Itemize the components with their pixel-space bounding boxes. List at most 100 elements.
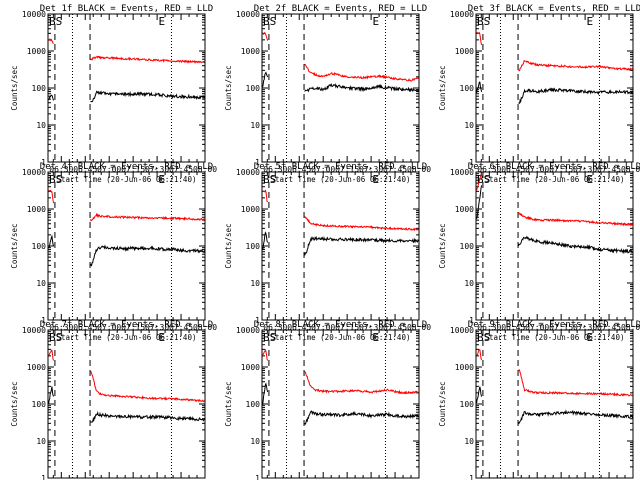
bs-marker-label: BS [49,331,62,344]
y-tick-label: 10 [36,279,46,288]
y-tick-label: 1 [469,316,474,325]
x-tick-label: 07:00 [311,165,335,174]
y-tick-label: 100 [460,400,475,409]
x-tick-label: 08:00 [621,165,640,174]
x-tick-label: 06:30 [263,165,287,174]
bs-marker-label: BS [263,173,276,186]
x-tick-label: 06:45 [73,323,97,332]
chart-panel: Det 5f BLACK = Events, RED = LLD 1 10 100 10… [224,162,431,342]
x-tick-label: 06:30 [49,323,73,332]
lld-series-line [262,189,419,232]
y-axis-label: Counts/sec [438,65,447,110]
y-tick-label: 1 [255,316,260,325]
x-tick-label: 07:45 [597,165,621,174]
x-tick-label: 07:15 [121,165,145,174]
chart-panel: Det 6f BLACK = Events, RED = LLD 1 10 100 10… [438,162,640,342]
x-tick-label: 08:00 [621,323,640,332]
x-tick-label: 07:15 [335,165,359,174]
y-axis-label: Counts/sec [224,65,233,110]
x-axis-label: Start Time (20-Jun-06 06:21:40) [57,175,197,184]
lld-series-line [48,38,205,64]
x-tick-label: 08:00 [407,165,431,174]
x-tick-label: 07:00 [525,165,549,174]
y-tick-label: 1 [41,474,46,480]
events-series-line [476,386,633,425]
e-marker-label: E [586,331,593,344]
y-tick-label: 100 [460,242,475,251]
plot-frame [47,171,206,321]
x-tick-label: 06:45 [501,323,525,332]
y-tick-label: 1000 [455,47,474,56]
chart-panel: Det 4f BLACK = Events, RED = LLD 1 10 100 10… [10,162,217,342]
x-tick-label: 07:15 [121,323,145,332]
bs-marker-label: BS [49,173,62,186]
events-series-line [262,71,419,93]
y-axis-label: Counts/sec [438,381,447,426]
x-tick-label: 07:30 [359,323,383,332]
y-tick-label: 1 [469,474,474,480]
x-tick-label: 06:30 [477,165,501,174]
x-tick-label: 07:00 [311,323,335,332]
y-axis-label: Counts/sec [224,381,233,426]
chart-title: Det 6f BLACK = Events, RED = LLD [468,162,640,172]
e-marker-label: E [372,173,379,186]
y-tick-label: 10 [250,437,260,446]
y-tick-label: 1 [41,316,46,325]
y-tick-label: 1000 [455,363,474,372]
chart-title: Det 4f BLACK = Events, RED = LLD [40,162,213,172]
e-marker-label: E [158,15,165,28]
x-axis-label: Start Time (20-Jun-06 06:21:40) [485,333,625,342]
y-tick-label: 10000 [22,168,46,177]
chart-title: Det 9f BLACK = Events, RED = LLD [468,320,640,330]
plot-frame [261,329,420,479]
y-tick-label: 10 [250,279,260,288]
plot-frame [475,13,634,163]
bs-marker-label: BS [263,15,276,28]
y-tick-label: 10000 [450,168,474,177]
events-series-line [262,382,419,425]
chart-title: Det 2f BLACK = Events, RED = LLD [254,4,427,14]
chart-title: Det 1f BLACK = Events, RED = LLD [40,4,213,14]
y-tick-label: 1000 [27,205,46,214]
x-tick-label: 07:45 [597,323,621,332]
y-axis-label: Counts/sec [10,65,19,110]
y-tick-label: 100 [246,242,261,251]
x-tick-label: 07:15 [335,323,359,332]
x-tick-label: 07:15 [549,165,573,174]
x-tick-label: 06:45 [287,323,311,332]
e-marker-label: E [158,331,165,344]
y-tick-label: 1000 [241,205,260,214]
events-series-line [262,231,419,257]
y-tick-label: 10 [36,121,46,130]
y-tick-label: 1000 [27,363,46,372]
x-tick-label: 07:15 [549,323,573,332]
chart-title: Det 8f BLACK = Events, RED = LLD [254,320,427,330]
y-tick-label: 100 [32,242,47,251]
y-tick-label: 100 [32,400,47,409]
bs-marker-label: BS [477,15,490,28]
x-tick-label: 07:00 [97,165,121,174]
lld-series-line [476,349,633,397]
e-marker-label: E [586,173,593,186]
lld-series-line [262,348,419,395]
y-tick-label: 10 [250,121,260,130]
x-tick-label: 06:45 [287,165,311,174]
x-tick-label: 07:30 [145,165,169,174]
lld-series-line [476,173,633,227]
events-series-line [476,185,633,255]
x-axis-label: Start Time (20-Jun-06 06:21:40) [271,175,411,184]
x-tick-label: 07:45 [169,165,193,174]
y-tick-label: 10 [464,437,474,446]
plot-frame [47,13,206,163]
y-tick-label: 1000 [27,47,46,56]
plot-frame [261,171,420,321]
bs-marker-label: BS [263,331,276,344]
chart-title: Det 5f BLACK = Events, RED = LLD [254,162,427,172]
plot-frame [47,329,206,479]
y-tick-label: 10000 [450,326,474,335]
bs-marker-label: BS [477,331,490,344]
y-tick-label: 1000 [455,205,474,214]
x-tick-label: 06:45 [73,165,97,174]
events-series-line [48,90,205,103]
